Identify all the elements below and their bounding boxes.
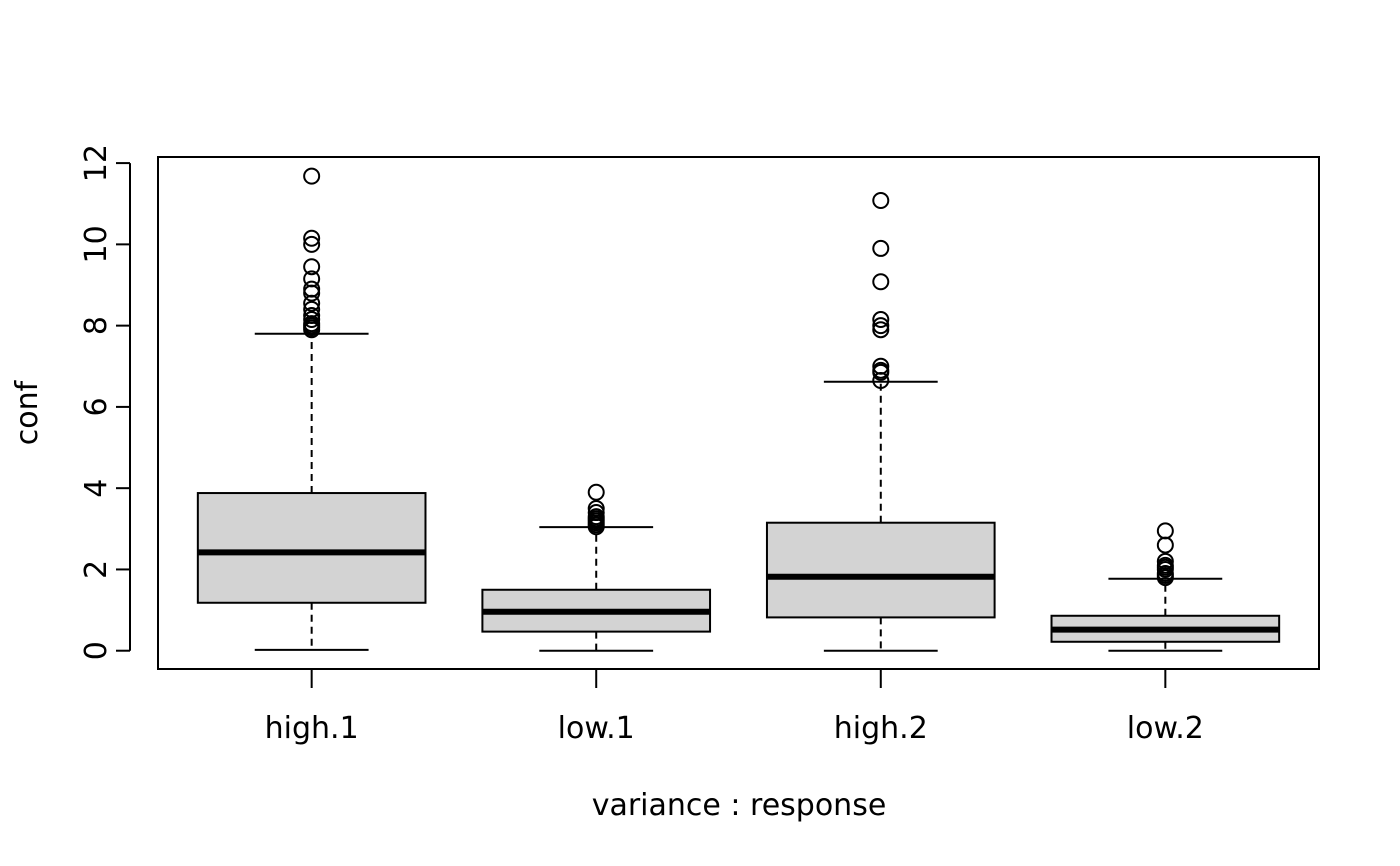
outlier-point — [303, 311, 321, 329]
outlier-point — [587, 483, 605, 501]
outlier-point — [872, 357, 890, 375]
outlier-point — [303, 229, 321, 247]
outlier-point — [303, 167, 321, 185]
y-axis: 0 2 4 6 8 10 12 — [79, 144, 131, 660]
y-tick-label-6: 6 — [79, 397, 114, 416]
y-tick-label-0: 0 — [79, 641, 114, 660]
y-tick-label-12: 12 — [79, 144, 114, 182]
x-tick-label-low.2: low.2 — [1127, 711, 1204, 746]
boxes-layer — [196, 167, 1281, 652]
y-tick-label-4: 4 — [79, 479, 114, 498]
box-low.1 — [481, 483, 712, 652]
box-high.1 — [196, 167, 427, 651]
outlier-point — [303, 258, 321, 276]
outlier-point — [1156, 522, 1174, 540]
outlier-point — [303, 280, 321, 298]
iqr-box — [765, 521, 996, 619]
x-tick-label-high.1: high.1 — [265, 711, 359, 746]
outlier-point — [872, 191, 890, 209]
x-axis-title: variance : response — [592, 788, 887, 823]
outlier-point — [587, 504, 605, 522]
iqr-box — [196, 492, 427, 604]
outlier-point — [872, 273, 890, 291]
box-high.2 — [765, 191, 996, 652]
y-tick-label-8: 8 — [79, 316, 114, 335]
y-tick-label-10: 10 — [79, 225, 114, 263]
x-axis: high.1 low.1 high.2 low.2 — [265, 669, 1204, 746]
y-axis-title: conf — [10, 379, 45, 445]
outlier-point — [303, 270, 321, 288]
outlier-point — [587, 499, 605, 517]
outlier-point — [303, 235, 321, 253]
outlier-point — [303, 306, 321, 324]
outlier-point — [872, 361, 890, 379]
y-tick-label-2: 2 — [79, 560, 114, 579]
outlier-point — [303, 300, 321, 318]
outlier-point — [872, 311, 890, 329]
x-tick-label-low.1: low.1 — [558, 711, 635, 746]
box-low.2 — [1050, 522, 1281, 652]
outlier-point — [1156, 565, 1174, 583]
outlier-point — [1156, 552, 1174, 570]
outlier-point — [872, 239, 890, 257]
outlier-point — [587, 508, 605, 526]
outlier-point — [872, 321, 890, 339]
plot-frame — [157, 156, 1320, 670]
x-tick-label-high.2: high.2 — [834, 711, 928, 746]
outlier-point — [1156, 556, 1174, 574]
outlier-point — [872, 317, 890, 335]
